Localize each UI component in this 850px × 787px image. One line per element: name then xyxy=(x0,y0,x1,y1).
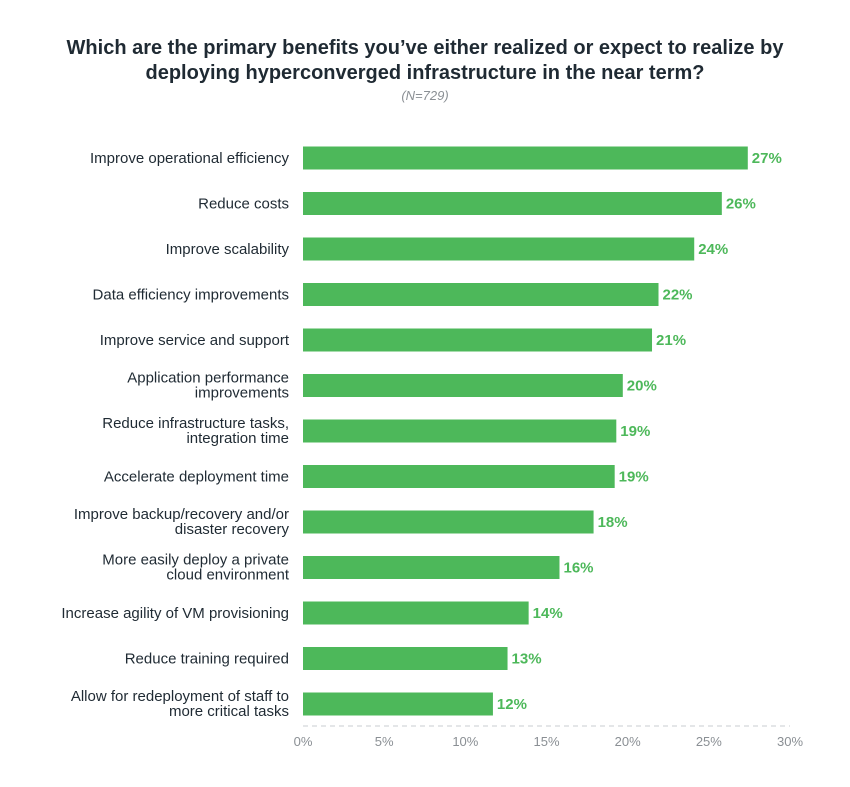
category-label: Reduce infrastructure tasks, xyxy=(102,415,289,432)
category-label: cloud environment xyxy=(166,567,289,584)
value-label: 27% xyxy=(752,150,782,167)
category-label: Improve service and support xyxy=(100,332,290,349)
x-tick-label: 10% xyxy=(452,734,478,749)
chart-subtitle: (N=729) xyxy=(401,88,449,103)
category-label: more critical tasks xyxy=(169,703,289,720)
x-tick-label: 25% xyxy=(696,734,722,749)
bar xyxy=(303,601,529,625)
category-label: disaster recovery xyxy=(175,521,290,538)
category-label: Improve operational efficiency xyxy=(90,150,289,167)
value-label: 24% xyxy=(698,241,728,258)
value-label: 20% xyxy=(627,378,657,395)
x-tick-label: 0% xyxy=(294,734,313,749)
category-label: Data efficiency improvements xyxy=(93,287,289,304)
bar xyxy=(303,465,615,488)
value-label: 16% xyxy=(563,560,593,577)
x-tick-label: 30% xyxy=(777,734,803,749)
category-label: Improve backup/recovery and/or xyxy=(74,506,289,523)
chart-title-line-1: Which are the primary benefits you’ve ei… xyxy=(66,37,784,59)
x-tick-label: 15% xyxy=(533,734,559,749)
x-tick-label: 5% xyxy=(375,734,394,749)
category-label: Reduce training required xyxy=(125,651,289,668)
value-label: 13% xyxy=(512,651,542,668)
category-label: integration time xyxy=(186,430,289,447)
category-label: Accelerate deployment time xyxy=(104,469,289,486)
value-label: 12% xyxy=(497,696,527,713)
category-label: Improve scalability xyxy=(166,241,290,258)
category-label: Application performance xyxy=(127,370,289,387)
bar xyxy=(303,328,653,352)
category-label: Allow for redeployment of staff to xyxy=(71,688,289,705)
bar xyxy=(303,192,722,215)
bar xyxy=(303,374,623,397)
chart-title: Which are the primary benefits you’ve ei… xyxy=(0,36,850,86)
value-label: 14% xyxy=(533,605,563,622)
chart-title-line-2: deploying hyperconverged infrastructure … xyxy=(145,62,705,84)
bar xyxy=(303,510,594,534)
category-label: More easily deploy a private xyxy=(102,552,289,569)
bar xyxy=(303,419,617,443)
bar xyxy=(303,556,560,579)
value-label: 19% xyxy=(619,469,649,486)
value-label: 18% xyxy=(598,514,628,531)
bar xyxy=(303,237,695,261)
bar xyxy=(303,283,659,306)
bar xyxy=(303,692,493,716)
bar xyxy=(303,647,508,670)
x-tick-label: 20% xyxy=(615,734,641,749)
value-label: 19% xyxy=(620,423,650,440)
value-label: 26% xyxy=(726,196,756,213)
value-label: 22% xyxy=(663,287,693,304)
category-label: Reduce costs xyxy=(198,196,289,213)
bar xyxy=(303,146,748,170)
value-label: 21% xyxy=(656,332,686,349)
category-label: Increase agility of VM provisioning xyxy=(61,605,289,622)
category-label: improvements xyxy=(195,385,289,402)
